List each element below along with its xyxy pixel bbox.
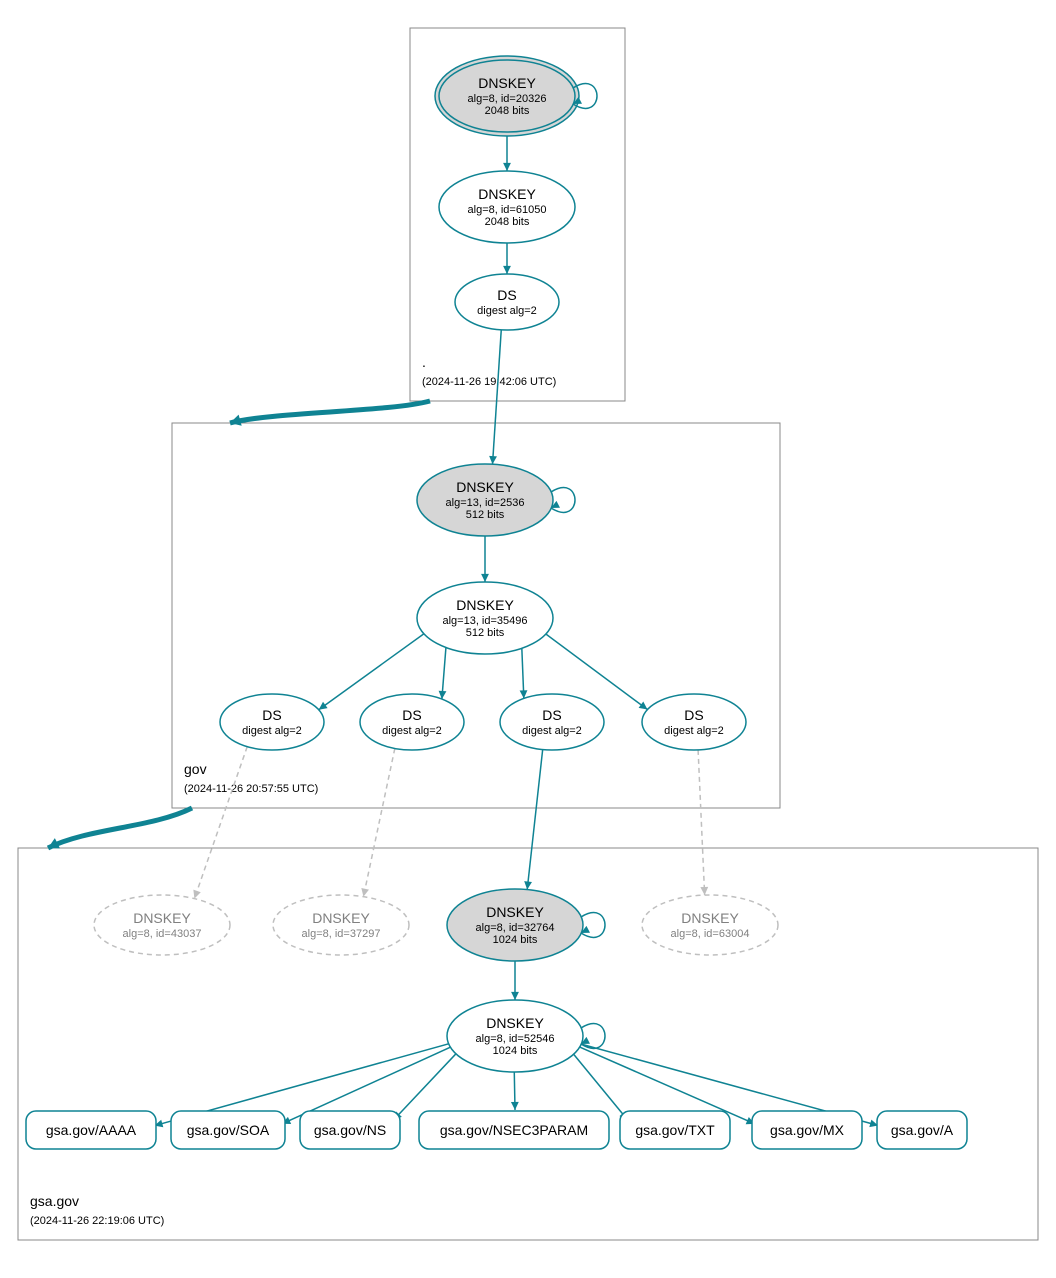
node-root_zsk: DNSKEY alg=8, id=610502048 bits: [439, 171, 575, 243]
edge: [393, 1054, 455, 1120]
rr-label: gsa.gov/AAAA: [46, 1122, 137, 1138]
node-title: DNSKEY: [486, 904, 544, 920]
rr-label: gsa.gov/NSEC3PARAM: [440, 1122, 588, 1138]
zone-timestamp: (2024-11-26 19:42:06 UTC): [422, 376, 556, 388]
node-detail: alg=8, id=20326: [468, 93, 547, 105]
node-detail: digest alg=2: [477, 305, 537, 317]
node-detail: alg=8, id=43037: [123, 928, 202, 940]
self-loop: [581, 913, 605, 938]
rr-label: gsa.gov/SOA: [187, 1122, 270, 1138]
node-detail: 512 bits: [466, 509, 505, 521]
node-detail: alg=8, id=32764: [476, 922, 555, 934]
node-gsa_dk1: DNSKEY alg=8, id=43037: [94, 895, 230, 955]
node-title: DNSKEY: [486, 1015, 544, 1031]
arrowhead: [361, 888, 369, 897]
arrowhead: [700, 887, 708, 895]
node-detail: digest alg=2: [664, 725, 724, 737]
arrowhead: [319, 702, 328, 710]
node-detail: digest alg=2: [522, 725, 582, 737]
self-loop: [551, 488, 575, 513]
arrowhead: [481, 574, 489, 582]
node-detail: alg=13, id=35496: [442, 615, 527, 627]
node-title: DS: [402, 707, 421, 723]
node-detail: 1024 bits: [493, 1045, 538, 1057]
zone-delegation-arrow: [230, 401, 430, 423]
node-title: DS: [262, 707, 281, 723]
arrowhead: [193, 890, 200, 899]
zone-label: gsa.gov: [30, 1193, 79, 1209]
edge: [698, 750, 705, 895]
node-gov_ksk: DNSKEY alg=13, id=2536512 bits: [417, 464, 575, 536]
node-gov_zsk: DNSKEY alg=13, id=35496512 bits: [417, 582, 553, 654]
node-title: DS: [684, 707, 703, 723]
arrowhead: [503, 266, 511, 274]
node-title: DNSKEY: [456, 479, 514, 495]
node-gsa_ksk: DNSKEY alg=8, id=327641024 bits: [447, 889, 605, 961]
arrowhead: [511, 1102, 519, 1110]
zone-delegation-arrow: [48, 808, 192, 848]
rr-label: gsa.gov/NS: [314, 1122, 386, 1138]
arrowhead: [503, 163, 511, 171]
node-detail: 2048 bits: [485, 105, 530, 117]
node-gsa_zsk: DNSKEY alg=8, id=525461024 bits: [447, 1000, 605, 1072]
node-title: DS: [542, 707, 561, 723]
zone-label: .: [422, 354, 426, 370]
node-title: DS: [497, 287, 516, 303]
rr-label: gsa.gov/TXT: [635, 1122, 715, 1138]
node-detail: digest alg=2: [382, 725, 442, 737]
node-detail: alg=8, id=52546: [476, 1033, 555, 1045]
node-detail: digest alg=2: [242, 725, 302, 737]
node-title: DNSKEY: [478, 75, 536, 91]
arrowhead: [489, 456, 497, 464]
arrowhead: [639, 702, 648, 710]
zone-timestamp: (2024-11-26 22:19:06 UTC): [30, 1215, 164, 1227]
node-detail: alg=8, id=61050: [468, 204, 547, 216]
edge: [363, 748, 394, 896]
node-title: DNSKEY: [478, 186, 536, 202]
node-gov_ds3: DS digest alg=2: [500, 694, 604, 750]
dnssec-diagram: . (2024-11-26 19:42:06 UTC) gov (2024-11-26…: [10, 10, 1046, 1268]
rr-label: gsa.gov/A: [891, 1122, 954, 1138]
node-detail: alg=8, id=37297: [302, 928, 381, 940]
edge: [493, 330, 502, 464]
node-detail: alg=8, id=63004: [671, 928, 750, 940]
node-gov_ds1: DS digest alg=2: [220, 694, 324, 750]
node-title: DNSKEY: [456, 597, 514, 613]
node-detail: 2048 bits: [485, 216, 530, 228]
node-root_ds: DS digest alg=2: [455, 274, 559, 330]
node-detail: alg=13, id=2536: [446, 497, 525, 509]
node-gsa_dk2: DNSKEY alg=8, id=37297: [273, 895, 409, 955]
node-detail: 1024 bits: [493, 934, 538, 946]
node-root_ksk: DNSKEY alg=8, id=203262048 bits: [435, 56, 597, 136]
arrowhead: [511, 992, 519, 1000]
node-title: DNSKEY: [312, 910, 370, 926]
zone-timestamp: (2024-11-26 20:57:55 UTC): [184, 783, 318, 795]
rr-label: gsa.gov/MX: [770, 1122, 845, 1138]
zone-label: gov: [184, 761, 207, 777]
node-title: DNSKEY: [681, 910, 739, 926]
node-gov_ds4: DS digest alg=2: [642, 694, 746, 750]
node-title: DNSKEY: [133, 910, 191, 926]
node-gsa_dk4: DNSKEY alg=8, id=63004: [642, 895, 778, 955]
node-detail: 512 bits: [466, 627, 505, 639]
edge: [527, 750, 542, 890]
node-gov_ds2: DS digest alg=2: [360, 694, 464, 750]
